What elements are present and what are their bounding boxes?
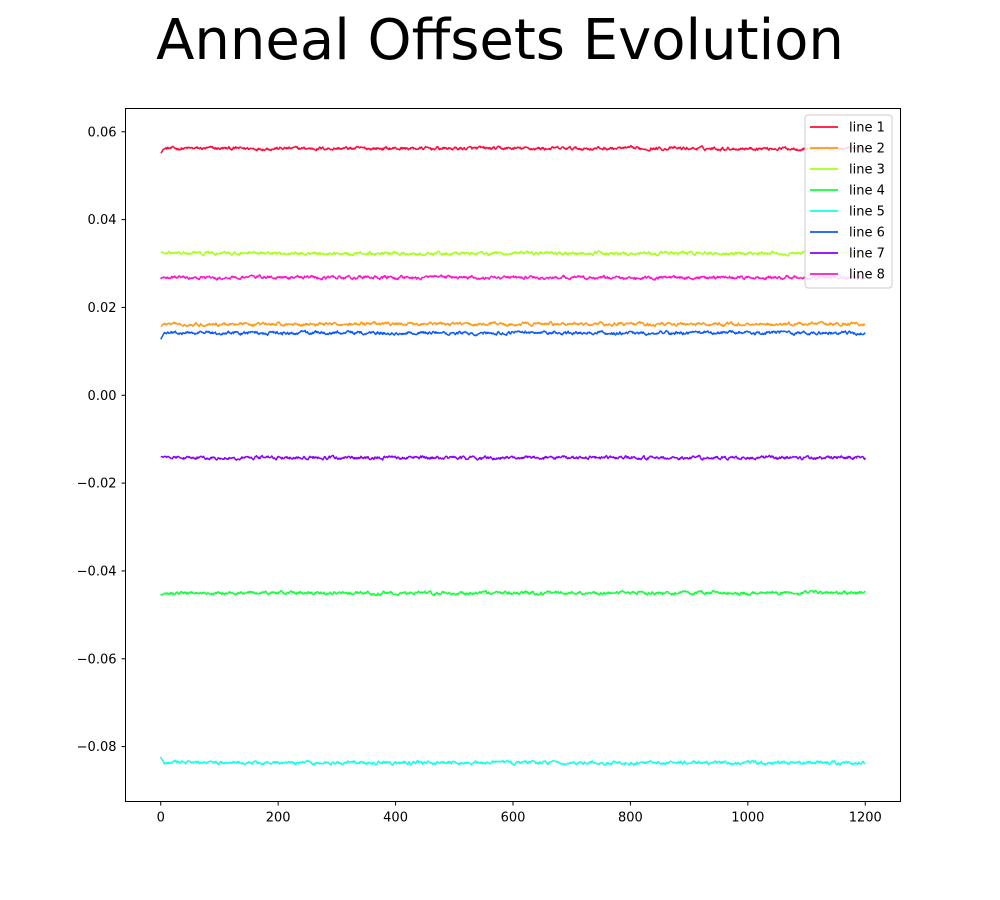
series-layer xyxy=(160,144,866,767)
legend-label: line 4 xyxy=(849,184,885,199)
legend-label: line 1 xyxy=(849,121,885,136)
legend-box xyxy=(804,114,893,289)
legend: line 1 line 2 line 3 line 4 line 5 line 6 line… xyxy=(804,114,893,289)
y-tick-label: −0.04 xyxy=(77,564,117,579)
legend-label: line 5 xyxy=(849,205,885,220)
series-line-1 xyxy=(160,144,866,154)
x-tick-label: 400 xyxy=(383,811,408,826)
chart-title: Anneal Offsets Evolution xyxy=(156,8,844,73)
y-tick-label: 0.02 xyxy=(88,301,117,316)
series-line-5 xyxy=(160,756,866,767)
x-tick-label: 200 xyxy=(266,811,291,826)
series-line-7 xyxy=(160,454,866,461)
series-line-6 xyxy=(160,329,866,340)
legend-label: line 3 xyxy=(849,163,885,178)
y-tick-label: −0.08 xyxy=(77,740,117,755)
series-line-2 xyxy=(160,320,866,328)
legend-label: line 7 xyxy=(849,247,885,262)
legend-label: line 2 xyxy=(849,142,885,157)
x-axis: 0 200 400 600 800 1000 1200 xyxy=(157,801,882,826)
legend-label: line 6 xyxy=(849,226,885,241)
y-tick-label: 0.04 xyxy=(88,213,117,228)
plot-area-frame xyxy=(125,108,901,802)
y-tick-label: −0.02 xyxy=(77,477,117,492)
x-tick-label: 0 xyxy=(157,811,165,826)
x-tick-label: 1000 xyxy=(731,811,764,826)
y-tick-label: −0.06 xyxy=(77,652,117,667)
x-tick-label: 1200 xyxy=(849,811,882,826)
y-tick-label: 0.00 xyxy=(88,389,117,404)
series-line-8 xyxy=(160,274,866,281)
series-line-4 xyxy=(160,589,866,597)
x-tick-label: 800 xyxy=(618,811,643,826)
legend-label: line 8 xyxy=(849,268,885,283)
series-line-3 xyxy=(160,249,866,257)
y-tick-label: 0.06 xyxy=(88,125,117,140)
y-axis: −0.08 −0.06 −0.04 −0.02 0.00 0.02 0.04 0.06 xyxy=(77,125,126,755)
x-tick-label: 600 xyxy=(501,811,526,826)
